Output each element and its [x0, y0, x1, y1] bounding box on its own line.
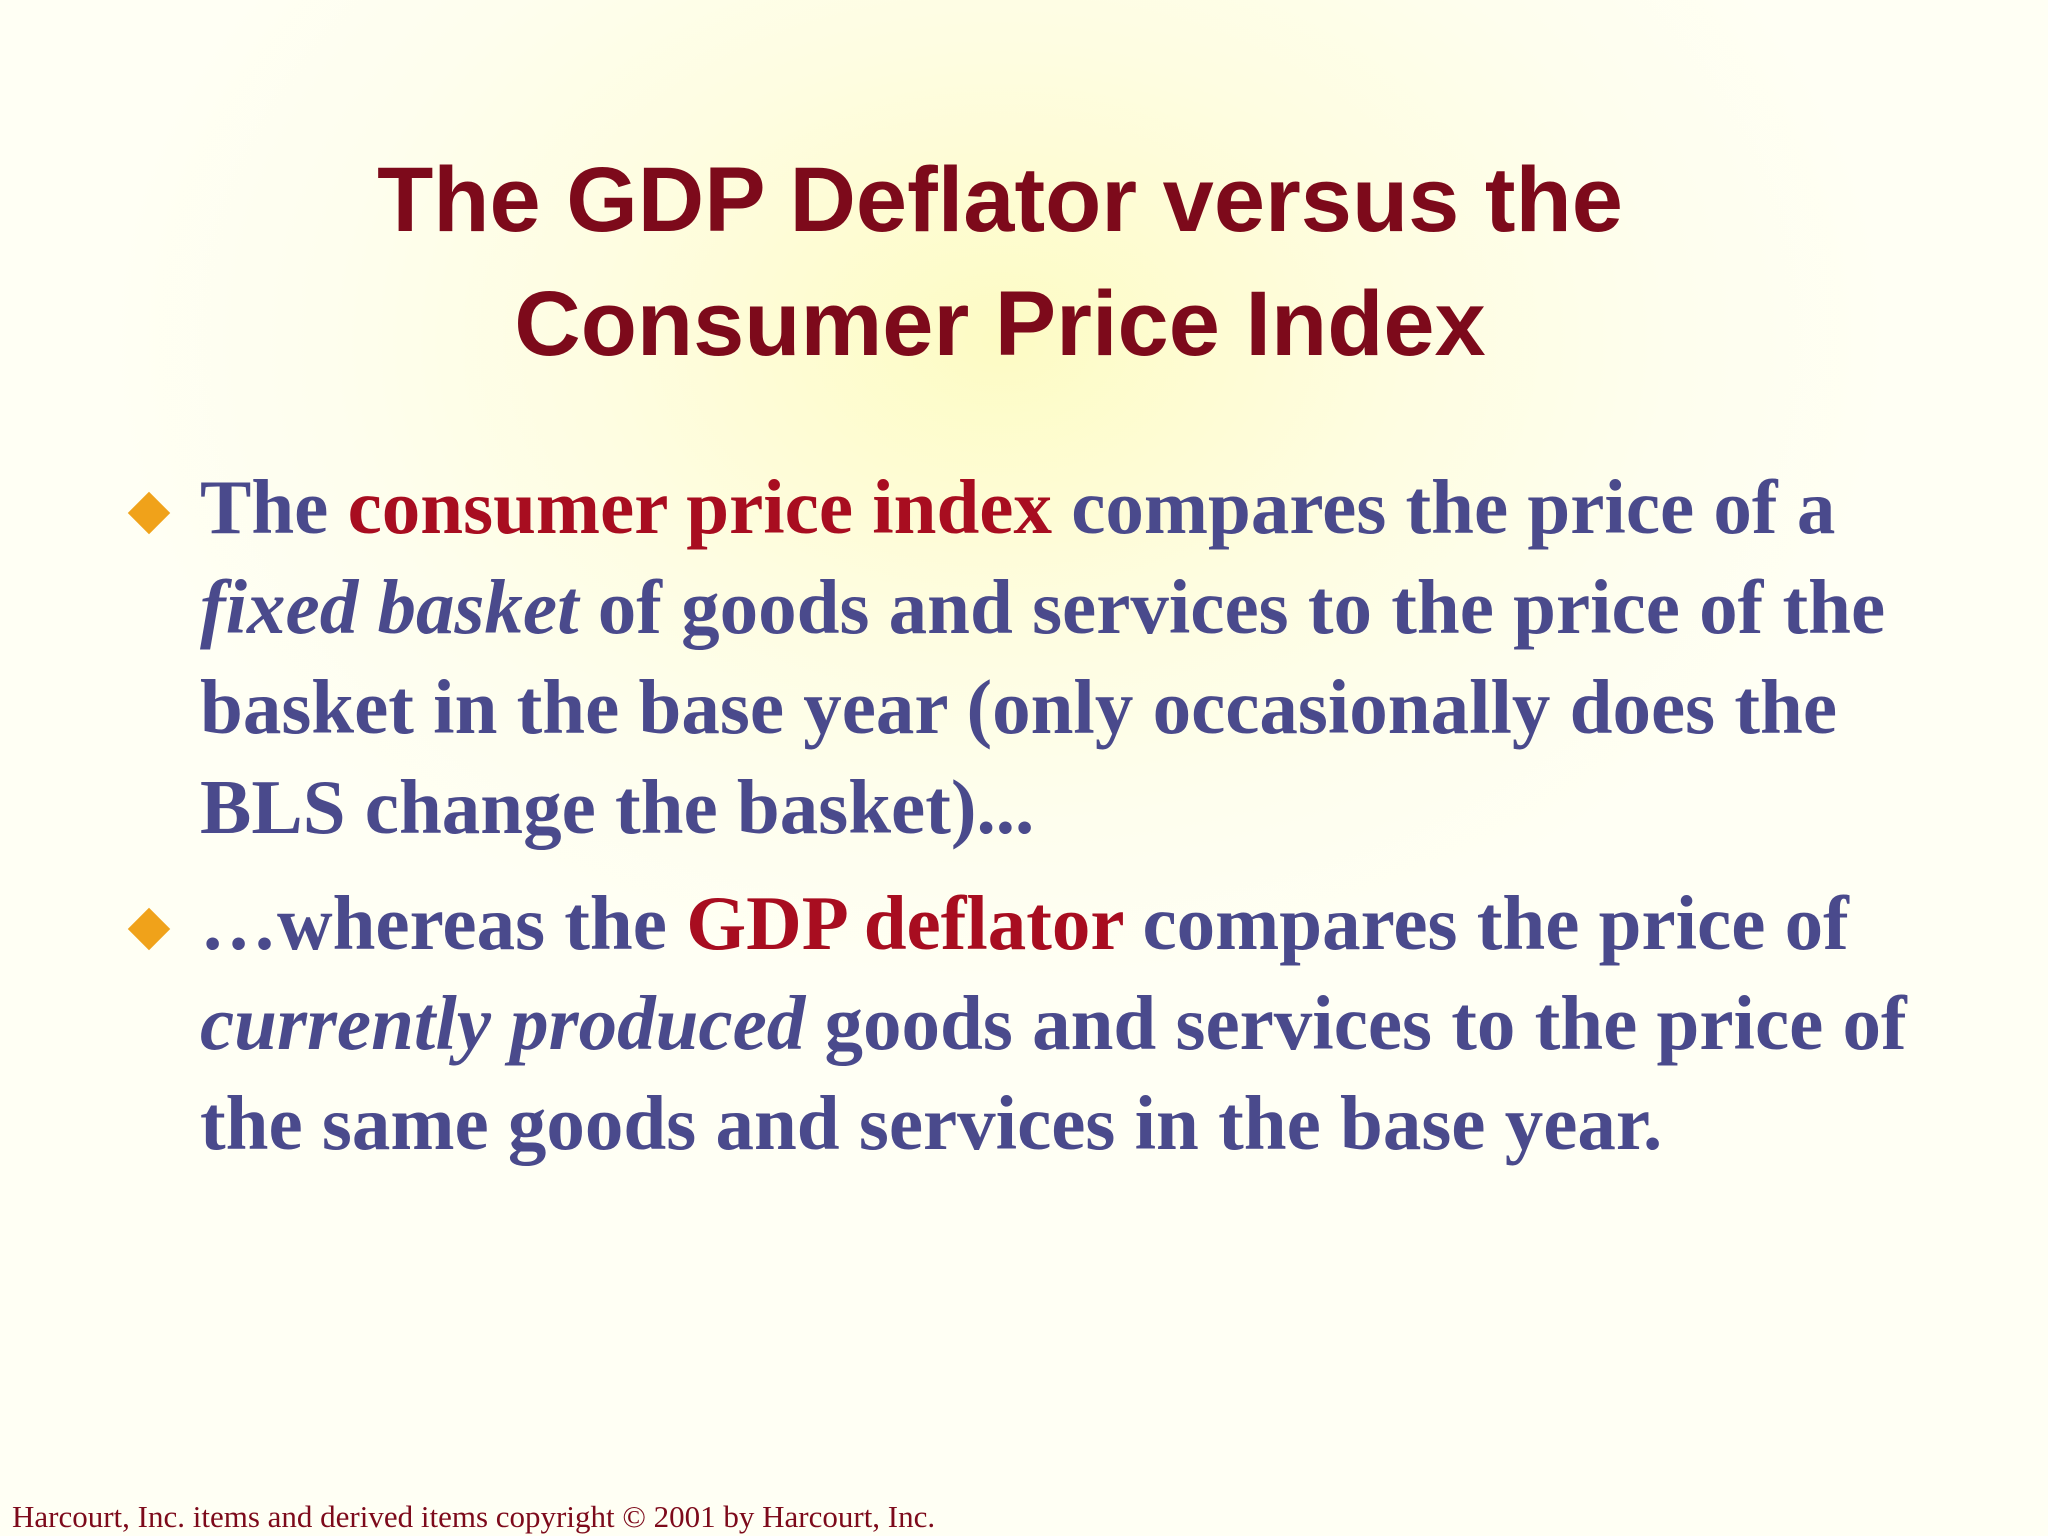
diamond-bullet-icon — [127, 491, 171, 535]
emphasis-fixed-basket: fixed basket — [200, 564, 579, 650]
bullet-text: of goods and services to the price of th… — [200, 564, 1886, 850]
bullet-text: compares the price of a — [1051, 464, 1836, 550]
bullet-text: goods and services to the price of the s… — [200, 980, 1907, 1166]
emphasis-currently-produced: currently produced — [200, 980, 806, 1066]
slide-title-line-1: The GDP Deflator versus the — [377, 149, 1623, 251]
term-gdp-deflator: GDP deflator — [686, 880, 1124, 966]
copyright-footer: Harcourt, Inc. items and derived items c… — [12, 1499, 936, 1534]
bullet-text: …whereas the — [200, 880, 687, 966]
slide-title: The GDP Deflator versus the Consumer Pri… — [220, 138, 1780, 386]
slide-title-line-2: Consumer Price Index — [514, 273, 1486, 375]
bullet-item-gdp-deflator: …whereas the GDP deflator compares the p… — [200, 873, 1920, 1173]
bullet-item-cpi: The consumer price index compares the pr… — [200, 457, 1920, 857]
term-consumer-price-index: consumer price index — [347, 464, 1052, 550]
bullet-text: The — [200, 464, 348, 550]
bullet-text: compares the price of — [1123, 880, 1849, 966]
diamond-bullet-icon — [127, 907, 171, 951]
